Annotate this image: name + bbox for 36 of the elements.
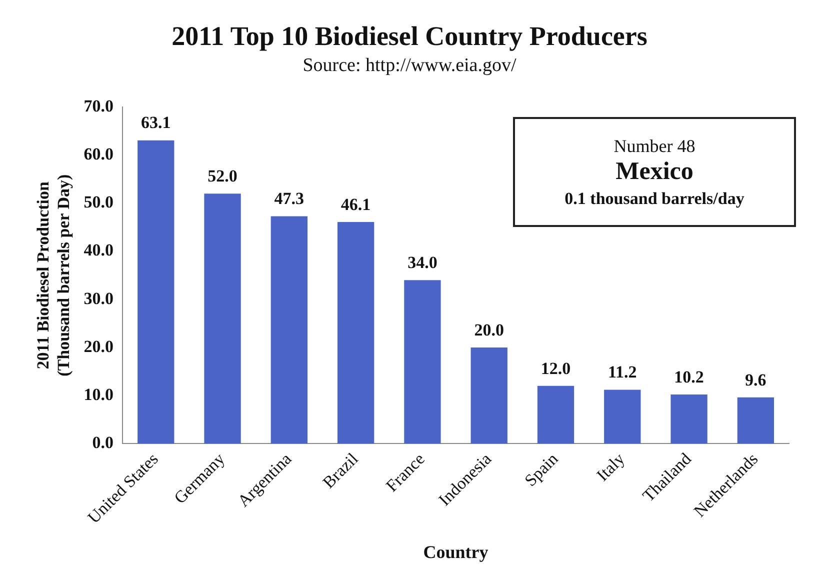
annotation: Number 48 <box>612 136 696 156</box>
data-label: 63.1 <box>140 113 171 132</box>
x-tick-label: Italy <box>592 448 629 485</box>
bar <box>337 222 374 444</box>
x-axis-title: Country <box>423 542 488 562</box>
annotation: Mexico <box>614 158 694 187</box>
y-tick-label: 50.0 <box>84 192 114 212</box>
bar <box>138 140 174 444</box>
bar <box>470 347 508 444</box>
data-label: 10.2 <box>674 367 704 386</box>
bar <box>737 397 774 444</box>
bar <box>604 390 641 444</box>
y-tick-label: 40.0 <box>84 240 114 260</box>
bar <box>270 216 308 444</box>
y-tick-label: 60.0 <box>84 144 114 164</box>
bar <box>204 194 241 444</box>
data-label: 47.3 <box>274 189 304 208</box>
chart-title: 2011 Top 10 Biodiesel Country Producers <box>172 21 648 52</box>
data-label: 9.6 <box>745 370 766 390</box>
data-label: 52.0 <box>208 166 238 186</box>
bar <box>670 394 708 444</box>
y-tick-label: 20.0 <box>84 336 114 356</box>
data-label: 46.1 <box>340 194 371 214</box>
y-tick-label: 70.0 <box>84 96 114 116</box>
y-tick-label: 30.0 <box>84 288 114 308</box>
y-tick-label: 0.0 <box>92 432 114 452</box>
data-label: 34.0 <box>408 253 438 272</box>
data-label: 20.0 <box>474 320 504 340</box>
data-label: 11.2 <box>608 362 637 382</box>
annotation: 0.1 thousand barrels/day <box>564 188 746 208</box>
y-axis-title: 2011 Biodiesel Production (Thousand barrels per Day) <box>34 174 73 376</box>
y-tick-label: 10.0 <box>84 384 114 404</box>
bar <box>537 386 574 444</box>
data-label: 12.0 <box>540 358 571 378</box>
bar <box>404 280 441 444</box>
chart-subtitle: Source: http://www.eia.gov/ <box>302 54 517 76</box>
